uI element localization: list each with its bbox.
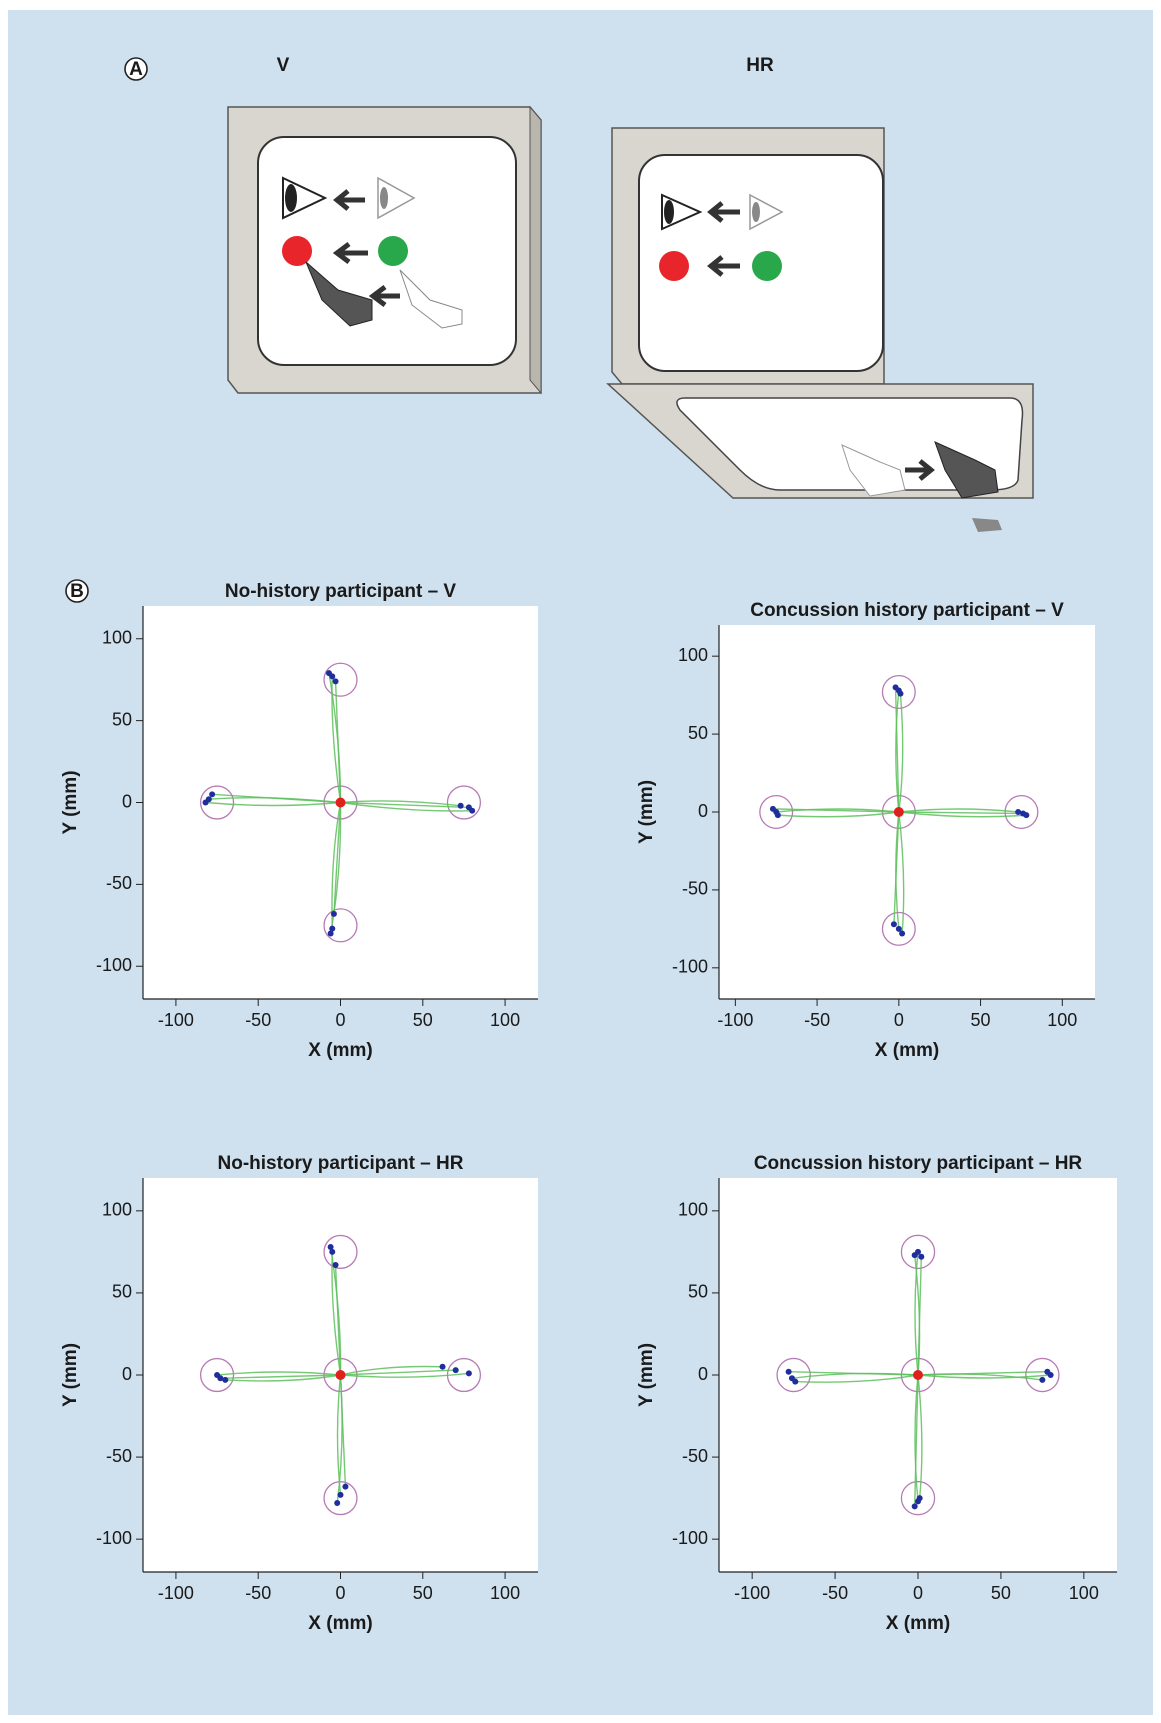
endpoint	[222, 1377, 228, 1383]
x-tick-label: -100	[158, 1583, 194, 1603]
x-axis-label: X (mm)	[308, 1040, 372, 1061]
endpoint	[203, 800, 209, 806]
figure: A V HR B No-history partic	[0, 0, 1161, 1723]
x-tick-label: 0	[894, 1010, 904, 1030]
endpoint	[333, 678, 339, 684]
y-tick-label: 100	[678, 1200, 708, 1220]
endpoint	[338, 1492, 344, 1498]
y-tick-label: 50	[112, 1282, 132, 1302]
endpoint	[1023, 812, 1029, 818]
endpoint	[334, 1500, 340, 1506]
panel-label: B	[70, 581, 84, 602]
endpoint	[328, 1244, 334, 1250]
y-tick-label: -50	[106, 1446, 132, 1466]
chart-title: Concussion history participant – V	[750, 600, 1064, 621]
endpoint	[331, 911, 337, 917]
x-tick-label: 50	[413, 1583, 433, 1603]
endpoint	[897, 691, 903, 697]
y-tick-label: -50	[682, 1446, 708, 1466]
endpoint	[786, 1369, 792, 1375]
endpoint	[209, 791, 215, 797]
chart-title: No-history participant – V	[225, 581, 457, 602]
endpoint	[912, 1503, 918, 1509]
y-axis-label: Y (mm)	[636, 780, 657, 844]
y-tick-label: 100	[102, 628, 132, 648]
endpoint	[918, 1254, 924, 1260]
y-tick-label: -100	[672, 1528, 708, 1548]
y-tick-label: 0	[698, 1364, 708, 1384]
x-tick-label: 0	[335, 1583, 345, 1603]
endpoint	[440, 1364, 446, 1370]
panel-title: HR	[746, 55, 774, 76]
x-tick-label: 100	[1047, 1010, 1077, 1030]
endpoint	[453, 1367, 459, 1373]
x-tick-label: 0	[913, 1583, 923, 1603]
endpoint	[917, 1495, 923, 1501]
endpoint	[792, 1379, 798, 1385]
endpoint	[326, 670, 332, 676]
endpoint	[328, 931, 334, 937]
start-point	[913, 1370, 923, 1380]
x-axis-label: X (mm)	[875, 1040, 939, 1061]
y-tick-label: 100	[102, 1200, 132, 1220]
x-tick-label: 50	[413, 1010, 433, 1030]
endpoint	[1048, 1372, 1054, 1378]
y-axis-label: Y (mm)	[636, 1343, 657, 1407]
x-tick-label: 100	[1069, 1583, 1099, 1603]
x-tick-label: 100	[490, 1010, 520, 1030]
start-point	[336, 1370, 346, 1380]
y-tick-label: 50	[688, 1282, 708, 1302]
y-tick-label: 100	[678, 645, 708, 665]
endpoint	[333, 1262, 339, 1268]
y-tick-label: 0	[698, 801, 708, 821]
x-tick-label: -50	[245, 1010, 271, 1030]
x-tick-label: -50	[822, 1583, 848, 1603]
y-tick-label: 50	[112, 709, 132, 729]
y-tick-label: 0	[122, 1364, 132, 1384]
y-tick-label: -50	[106, 873, 132, 893]
chart-title: No-history participant – HR	[218, 1153, 464, 1174]
y-tick-label: -100	[672, 957, 708, 977]
endpoint	[893, 684, 899, 690]
y-tick-label: 50	[688, 723, 708, 743]
chart-title: Concussion history participant – HR	[754, 1153, 1083, 1174]
panel-title: V	[277, 55, 290, 76]
y-tick-label: 0	[122, 791, 132, 811]
endpoint	[466, 1370, 472, 1376]
x-tick-label: 100	[490, 1583, 520, 1603]
x-tick-label: -100	[734, 1583, 770, 1603]
endpoint	[899, 931, 905, 937]
monitor-v	[228, 107, 541, 393]
y-tick-label: -50	[682, 879, 708, 899]
endpoint	[775, 812, 781, 818]
x-tick-label: 50	[991, 1583, 1011, 1603]
panel-label: A	[129, 59, 143, 80]
endpoint	[342, 1484, 348, 1490]
y-tick-label: -100	[96, 955, 132, 975]
endpoint	[458, 803, 464, 809]
y-axis-label: Y (mm)	[60, 1343, 81, 1407]
y-axis-label: Y (mm)	[60, 770, 81, 834]
endpoint	[912, 1252, 918, 1258]
endpoint	[1039, 1377, 1045, 1383]
x-tick-label: 50	[971, 1010, 991, 1030]
x-axis-label: X (mm)	[886, 1613, 950, 1634]
start-point	[894, 807, 904, 817]
y-tick-label: -100	[96, 1528, 132, 1548]
endpoint	[469, 808, 475, 814]
x-tick-label: 0	[335, 1010, 345, 1030]
x-axis-label: X (mm)	[308, 1613, 372, 1634]
endpoint	[891, 921, 897, 927]
x-tick-label: -50	[245, 1583, 271, 1603]
start-point	[336, 798, 346, 808]
x-tick-label: -50	[804, 1010, 830, 1030]
endpoint	[770, 806, 776, 812]
x-tick-label: -100	[158, 1010, 194, 1030]
x-tick-label: -100	[717, 1010, 753, 1030]
